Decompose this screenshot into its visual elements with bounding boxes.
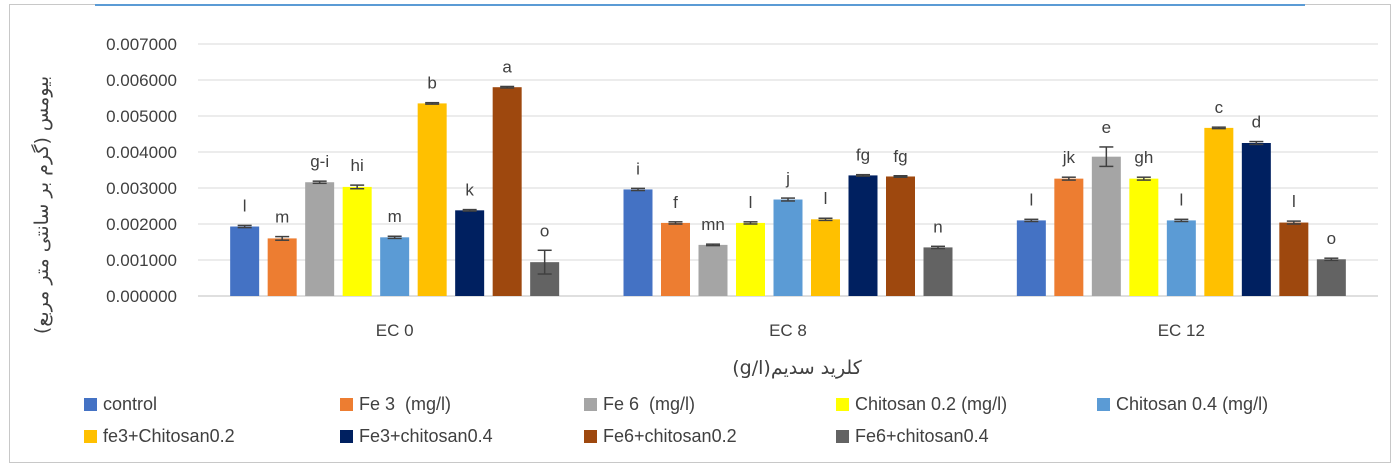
legend-item: Fe6+chitosan0.2	[584, 426, 737, 447]
data-label: m	[275, 208, 289, 227]
y-tick-label: 0.002000	[106, 215, 177, 234]
legend-label: Fe6+chitosan0.4	[855, 426, 989, 446]
data-label: f	[673, 193, 678, 212]
data-label: o	[1327, 229, 1336, 248]
bar	[492, 87, 522, 296]
data-label: mn	[701, 215, 725, 234]
bar	[811, 219, 840, 296]
data-label: g-i	[310, 152, 329, 171]
data-label: l	[749, 193, 753, 212]
data-label: o	[540, 221, 549, 240]
legend-swatch	[84, 430, 97, 443]
bar	[1279, 222, 1309, 296]
data-label: jk	[1062, 148, 1076, 167]
legend-label: Fe 6 (mg/l)	[603, 394, 696, 414]
bar	[305, 182, 335, 296]
bar	[380, 237, 410, 296]
bar	[773, 199, 803, 296]
y-tick-label: 0.001000	[106, 251, 177, 270]
legend-item: Fe3+chitosan0.4	[340, 426, 493, 447]
data-label: b	[427, 74, 436, 93]
data-label: l	[1179, 190, 1183, 209]
legend-label: Fe6+chitosan0.2	[603, 426, 737, 446]
data-label: i	[636, 159, 640, 178]
data-label: gh	[1134, 148, 1153, 167]
legend-swatch	[584, 398, 597, 411]
bar	[1091, 156, 1121, 296]
legend-item: Chitosan 0.4 (mg/l)	[1097, 394, 1268, 415]
bar	[455, 210, 485, 296]
data-label: l	[1029, 190, 1033, 209]
y-tick-label: 0.000000	[106, 287, 177, 306]
y-axis-label: بیومس (گرم بر سانتی متر مربع)	[30, 76, 53, 334]
legend-label: Chitosan 0.2 (mg/l)	[855, 394, 1008, 414]
legend-swatch	[340, 430, 353, 443]
bars-layer: l m g-i hi m b k a o i f mn l j l fg fg n l jk e gh l c d l o	[230, 57, 1346, 297]
y-tick-label: 0.003000	[106, 179, 177, 198]
y-tick-label: 0.004000	[106, 143, 177, 162]
bar	[267, 238, 297, 296]
legend-swatch	[340, 398, 353, 411]
data-label: l	[824, 189, 828, 208]
data-label: n	[933, 217, 942, 236]
legend-item: Chitosan 0.2 (mg/l)	[836, 394, 1007, 415]
legend-label: control	[103, 394, 158, 414]
bar	[923, 247, 953, 296]
bar	[1166, 220, 1196, 296]
y-tick-labels: 0.000000 0.001000 0.002000 0.003000 0.004000…	[106, 35, 177, 306]
data-label: j	[785, 169, 790, 188]
y-tick-label: 0.007000	[106, 35, 177, 54]
data-label: hi	[351, 156, 364, 175]
data-label: fg	[856, 146, 870, 165]
legend-swatch	[836, 398, 849, 411]
y-tick-label: 0.006000	[106, 71, 177, 90]
data-label: fg	[893, 147, 907, 166]
legend-label: fe3+Chitosan0.2	[103, 426, 235, 446]
data-label: l	[1292, 192, 1296, 211]
bar	[661, 222, 690, 296]
legend-item: Fe 3 (mg/l)	[340, 394, 451, 415]
data-label: c	[1215, 98, 1224, 117]
legend-item: Fe 6 (mg/l)	[584, 394, 695, 415]
legend-swatch	[84, 398, 97, 411]
data-label: k	[465, 181, 474, 200]
data-label: m	[388, 207, 402, 226]
bar	[1054, 178, 1084, 296]
x-axis-label: کلرید سدیم(g/l)	[732, 357, 862, 379]
x-tick-label: EC 12	[1158, 321, 1205, 340]
bar	[1129, 178, 1159, 296]
bar	[230, 226, 260, 296]
legend-item: Fe6+chitosan0.4	[836, 426, 989, 447]
legend-swatch	[1097, 398, 1110, 411]
bar	[848, 175, 878, 296]
data-label: d	[1252, 113, 1261, 132]
legend-item: fe3+Chitosan0.2	[84, 426, 235, 447]
bar	[1241, 143, 1271, 296]
bar	[417, 103, 447, 297]
legend-swatch	[584, 430, 597, 443]
legend-label: Fe3+chitosan0.4	[359, 426, 493, 446]
bar	[698, 244, 728, 296]
x-tick-labels: EC 0 EC 8 EC 12	[376, 321, 1205, 340]
data-label: a	[502, 57, 512, 76]
bar	[342, 186, 372, 296]
legend-label: Chitosan 0.4 (mg/l)	[1116, 394, 1269, 414]
data-label: e	[1102, 118, 1111, 137]
bar	[736, 222, 765, 296]
bar	[1316, 259, 1346, 296]
y-tick-label: 0.005000	[106, 107, 177, 126]
x-tick-label: EC 0	[376, 321, 414, 340]
bar	[886, 176, 915, 296]
x-tick-label: EC 8	[769, 321, 807, 340]
bar	[623, 189, 653, 296]
chart-top-accent-line	[95, 4, 1305, 6]
bar	[1016, 220, 1046, 296]
legend-label: Fe 3 (mg/l)	[359, 394, 452, 414]
legend-item: control	[84, 394, 157, 415]
bar	[1204, 127, 1234, 296]
data-label: l	[243, 196, 247, 215]
legend-swatch	[836, 430, 849, 443]
